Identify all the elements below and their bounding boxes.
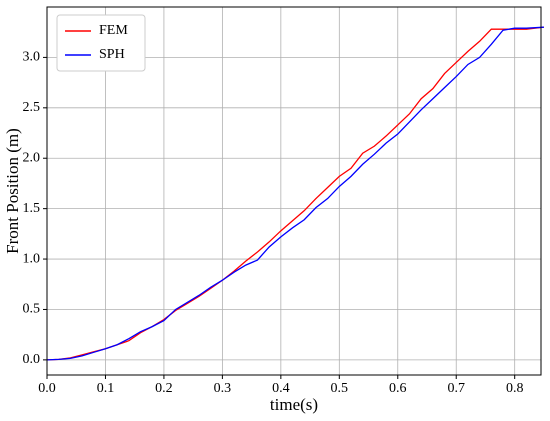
x-tick-label: 0.5 [331, 381, 349, 396]
x-tick-label: 0.6 [389, 381, 407, 396]
x-tick-label: 0.3 [214, 381, 232, 396]
y-tick-label: 0.5 [23, 302, 41, 317]
y-tick-label: 1.5 [23, 201, 41, 216]
x-tick-label: 0.7 [447, 381, 465, 396]
y-tick-label: 2.5 [23, 100, 41, 115]
plot-frame [46, 6, 542, 376]
data-line [46, 26, 544, 361]
x-tick-label: 0.2 [155, 381, 173, 396]
x-tick-label: 0.4 [272, 381, 290, 396]
y-tick-label: 3.0 [23, 50, 41, 65]
legend-label: SPH [99, 47, 125, 62]
legend-label: FEM [99, 23, 128, 38]
y-axis-label: Front Position (m) [3, 128, 22, 254]
y-tick-label: 1.0 [23, 251, 41, 266]
data-line [46, 26, 544, 361]
legend-box [56, 14, 146, 72]
x-tick-label: 0.8 [506, 381, 524, 396]
x-tick-label: 0.1 [97, 381, 115, 396]
x-tick-label: 0.0 [38, 381, 56, 396]
y-tick-label: 2.0 [23, 150, 41, 165]
y-tick-label: 0.0 [23, 352, 41, 367]
x-axis-label: time(s) [270, 395, 318, 414]
